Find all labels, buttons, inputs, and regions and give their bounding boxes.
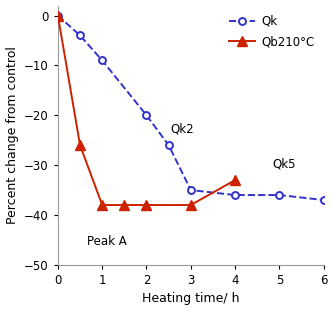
Qk — [100, 58, 104, 62]
Qb210°C — [100, 203, 104, 207]
Qk — [145, 114, 149, 117]
Qk — [233, 193, 237, 197]
Qb210°C — [145, 203, 149, 207]
Qk — [78, 34, 82, 37]
Text: Peak A: Peak A — [87, 235, 127, 248]
Qk — [56, 14, 60, 17]
Text: Qk2: Qk2 — [171, 122, 194, 135]
Qk — [189, 188, 193, 192]
Line: Qb210°C: Qb210°C — [53, 11, 240, 210]
Line: Qk: Qk — [54, 12, 327, 203]
Legend: Qk, Qb210°C: Qk, Qb210°C — [225, 12, 318, 52]
Qb210°C — [78, 143, 82, 147]
Text: Qk5: Qk5 — [273, 157, 296, 170]
Qk — [277, 193, 281, 197]
Qk — [322, 198, 326, 202]
Qb210°C — [233, 178, 237, 182]
Qb210°C — [56, 14, 60, 17]
X-axis label: Heating time/ h: Heating time/ h — [142, 292, 239, 305]
Y-axis label: Percent change from control: Percent change from control — [6, 46, 19, 224]
Qk — [166, 143, 170, 147]
Qb210°C — [122, 203, 126, 207]
Qb210°C — [189, 203, 193, 207]
